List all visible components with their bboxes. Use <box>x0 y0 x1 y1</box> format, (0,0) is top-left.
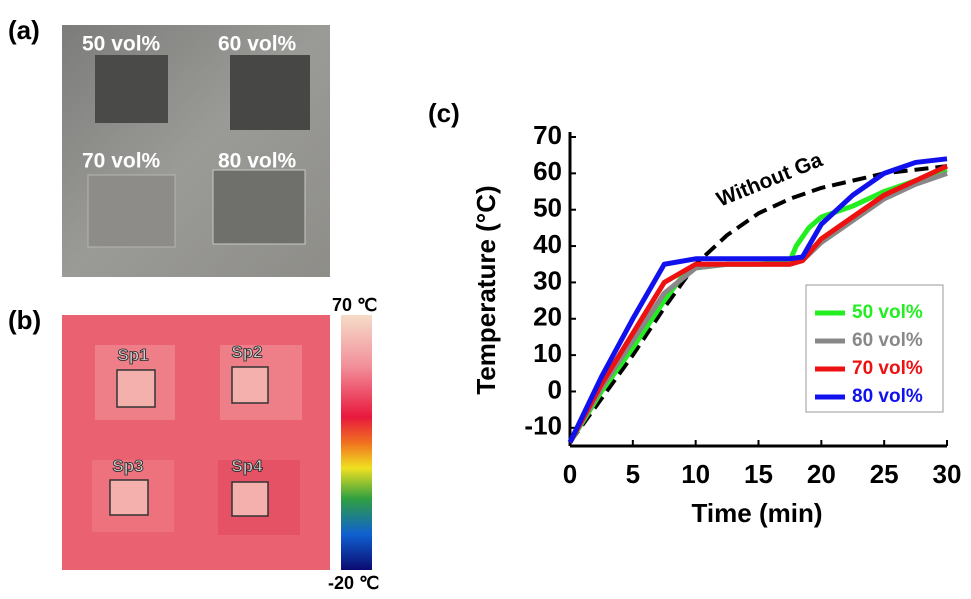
y-tick-label: 50 <box>533 193 562 223</box>
legend-label: 80 vol% <box>852 386 923 407</box>
sample <box>88 175 175 247</box>
y-tick-label: 60 <box>533 156 562 186</box>
spot-box <box>110 480 148 515</box>
x-tick-label: 15 <box>744 459 773 489</box>
y-tick-label: -10 <box>524 411 562 441</box>
spot-label: Sp2 <box>231 342 262 361</box>
annotation: Without Ga <box>713 148 826 211</box>
spot-label: Sp3 <box>112 456 143 475</box>
x-tick-label: 25 <box>870 459 899 489</box>
panel-label: (c) <box>428 98 460 128</box>
panel-label: (b) <box>8 305 41 335</box>
spot-box <box>232 482 268 516</box>
panel-label: (a) <box>8 15 40 45</box>
figure: (a) 50 vol% 60 vol% 70 vol% 80 vol% (b) … <box>0 0 971 594</box>
y-tick-label: 40 <box>533 229 562 259</box>
sample <box>95 55 168 123</box>
y-tick-label: 10 <box>533 338 562 368</box>
legend-label: 70 vol% <box>852 358 923 379</box>
x-tick-label: 5 <box>626 459 640 489</box>
x-axis-label: Time (min) <box>692 498 823 528</box>
color-bar <box>341 315 372 570</box>
y-tick-label: 0 <box>548 374 562 404</box>
sample-label: 70 vol% <box>82 150 161 173</box>
x-tick-label: 0 <box>563 459 577 489</box>
spot-box <box>232 367 268 403</box>
x-tick-label: 10 <box>681 459 710 489</box>
spot-label: Sp4 <box>231 456 263 475</box>
y-tick-label: 20 <box>533 302 562 332</box>
x-tick-label: 30 <box>933 459 962 489</box>
scale-min: -20 ℃ <box>328 573 379 593</box>
scale-max: 70 ℃ <box>332 295 377 315</box>
spot-label: Sp1 <box>117 345 148 364</box>
sample-label: 60 vol% <box>218 33 297 56</box>
legend-label: 60 vol% <box>852 330 923 351</box>
y-axis-label: Temperature (°C) <box>471 185 501 394</box>
sample-label: 80 vol% <box>218 150 297 173</box>
legend-label: 50 vol% <box>852 302 923 323</box>
y-tick-label: 70 <box>533 120 562 150</box>
sample <box>213 170 305 244</box>
sample <box>230 55 310 130</box>
spot-box <box>117 370 155 407</box>
x-tick-label: 20 <box>807 459 836 489</box>
sample-label: 50 vol% <box>82 33 161 56</box>
y-tick-label: 30 <box>533 265 562 295</box>
